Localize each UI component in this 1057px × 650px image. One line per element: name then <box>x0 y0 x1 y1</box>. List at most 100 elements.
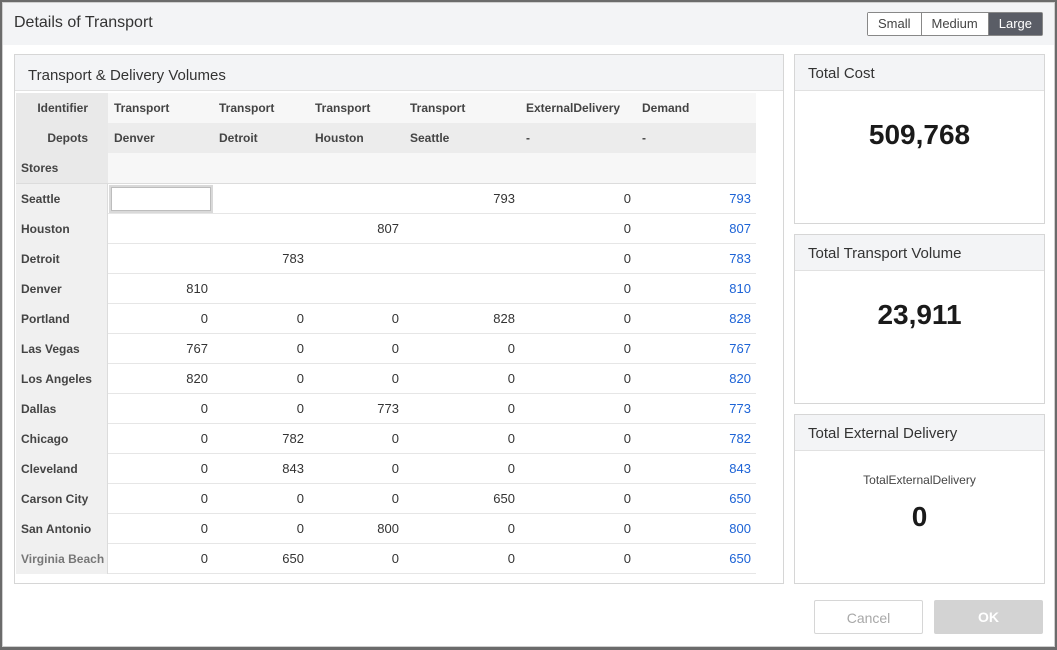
demand-cell: 767 <box>729 341 751 356</box>
volume-cell[interactable] <box>109 184 214 214</box>
volume-cell[interactable]: 0 <box>391 461 399 476</box>
row-store-label: Los Angeles <box>16 364 108 394</box>
row-store-label: Houston <box>16 214 108 244</box>
volume-cell[interactable]: 650 <box>282 551 304 566</box>
ok-button[interactable]: OK <box>934 600 1043 634</box>
volume-cell[interactable]: 820 <box>186 371 208 386</box>
volume-cell[interactable]: 0 <box>623 401 631 416</box>
volume-cell[interactable] <box>214 274 310 304</box>
volume-cell[interactable]: 0 <box>623 371 631 386</box>
volume-cell[interactable]: 0 <box>296 401 304 416</box>
volume-cell[interactable] <box>214 214 310 244</box>
demand-cell: 800 <box>729 521 751 536</box>
size-small-button[interactable]: Small <box>867 13 922 35</box>
volume-cell[interactable]: 0 <box>391 311 399 326</box>
total-external-delivery-card: Total External Delivery TotalExternalDel… <box>794 414 1045 584</box>
column-header-depot[interactable]: - <box>642 131 646 145</box>
cancel-button[interactable]: Cancel <box>814 600 923 634</box>
volume-cell[interactable]: 783 <box>282 251 304 266</box>
cell-editor-input[interactable] <box>109 185 213 213</box>
volume-cell[interactable]: 0 <box>623 461 631 476</box>
volume-cell[interactable] <box>405 244 521 274</box>
volume-cell[interactable]: 0 <box>507 401 515 416</box>
volume-cell[interactable]: 0 <box>623 431 631 446</box>
volume-cell[interactable] <box>310 274 405 304</box>
total-transport-volume-title: Total Transport Volume <box>795 235 1044 271</box>
size-large-button[interactable]: Large <box>988 13 1042 35</box>
volume-cell[interactable]: 0 <box>623 311 631 326</box>
volume-cell[interactable] <box>310 184 405 214</box>
volume-cell[interactable]: 807 <box>377 221 399 236</box>
volume-cell[interactable]: 793 <box>493 191 515 206</box>
column-header-identifier[interactable]: Transport <box>114 101 170 115</box>
volume-cell[interactable] <box>405 214 521 244</box>
volume-cell[interactable]: 773 <box>377 401 399 416</box>
table-row: Cleveland 0 843 0 0 0 843 <box>16 454 756 484</box>
column-header-identifier[interactable]: Transport <box>219 101 275 115</box>
header-row-identifier: Identifier Transport Transport Transport Tra… <box>16 93 756 123</box>
volume-cell[interactable]: 0 <box>391 341 399 356</box>
volume-cell[interactable]: 0 <box>200 431 208 446</box>
total-external-delivery-value: 0 <box>911 501 928 532</box>
volume-cell[interactable]: 782 <box>282 431 304 446</box>
volume-cell[interactable] <box>214 184 310 214</box>
column-header-identifier[interactable]: Transport <box>315 101 371 115</box>
column-header-identifier[interactable]: Demand <box>642 101 690 115</box>
demand-cell: 807 <box>729 221 751 236</box>
volume-cell[interactable] <box>109 244 214 274</box>
header-label-stores: Stores <box>16 153 108 183</box>
volume-cell[interactable]: 0 <box>296 371 304 386</box>
volume-cell[interactable]: 0 <box>623 191 631 206</box>
volume-cell[interactable]: 0 <box>507 341 515 356</box>
volume-cell[interactable]: 810 <box>186 281 208 296</box>
volume-cell[interactable]: 0 <box>391 551 399 566</box>
volume-cell[interactable]: 0 <box>507 461 515 476</box>
volume-cell[interactable]: 0 <box>296 311 304 326</box>
column-header-depot[interactable]: Denver <box>114 131 155 145</box>
volume-cell[interactable]: 650 <box>493 491 515 506</box>
demand-cell: 650 <box>729 551 751 566</box>
volume-cell[interactable]: 0 <box>623 491 631 506</box>
volume-cell[interactable] <box>109 214 214 244</box>
volume-cell[interactable]: 0 <box>623 521 631 536</box>
volume-cell[interactable]: 0 <box>391 491 399 506</box>
volume-cell[interactable]: 0 <box>507 521 515 536</box>
demand-cell: 828 <box>729 311 751 326</box>
volume-cell[interactable]: 0 <box>200 461 208 476</box>
column-header-depot[interactable]: Houston <box>315 131 364 145</box>
volume-cell[interactable]: 0 <box>200 521 208 536</box>
volume-cell[interactable]: 0 <box>391 431 399 446</box>
table-row: Denver 810 0 810 <box>16 274 756 304</box>
volume-cell[interactable]: 0 <box>200 311 208 326</box>
volume-cell[interactable]: 0 <box>507 431 515 446</box>
volume-cell[interactable]: 0 <box>391 371 399 386</box>
volume-cell[interactable]: 0 <box>507 371 515 386</box>
volume-cell[interactable] <box>405 274 521 304</box>
volume-cell[interactable]: 0 <box>200 491 208 506</box>
volume-cell[interactable]: 0 <box>623 251 631 266</box>
column-header-identifier[interactable]: ExternalDelivery <box>526 101 621 115</box>
column-header-depot[interactable]: Detroit <box>219 131 258 145</box>
volume-cell[interactable]: 0 <box>296 491 304 506</box>
volume-cell[interactable]: 0 <box>296 341 304 356</box>
header-row-stores: Stores <box>16 153 756 183</box>
volume-cell[interactable]: 0 <box>296 521 304 536</box>
column-header-depot[interactable]: Seattle <box>410 131 450 145</box>
volume-cell[interactable]: 767 <box>186 341 208 356</box>
volume-cell[interactable]: 0 <box>200 401 208 416</box>
size-medium-button[interactable]: Medium <box>921 13 989 35</box>
volume-cell[interactable]: 0 <box>623 551 631 566</box>
volume-cell[interactable]: 0 <box>507 551 515 566</box>
column-header-identifier[interactable]: Transport <box>410 101 466 115</box>
volume-cell[interactable]: 0 <box>623 341 631 356</box>
row-store-label: Chicago <box>16 424 108 454</box>
column-header-depot[interactable]: - <box>526 131 530 145</box>
total-transport-volume-card: Total Transport Volume 23,911 <box>794 234 1045 404</box>
volume-cell[interactable]: 828 <box>493 311 515 326</box>
volume-cell[interactable] <box>310 244 405 274</box>
volume-cell[interactable]: 0 <box>623 221 631 236</box>
volume-cell[interactable]: 800 <box>377 521 399 536</box>
volume-cell[interactable]: 843 <box>282 461 304 476</box>
volume-cell[interactable]: 0 <box>623 281 631 296</box>
volume-cell[interactable]: 0 <box>200 551 208 566</box>
